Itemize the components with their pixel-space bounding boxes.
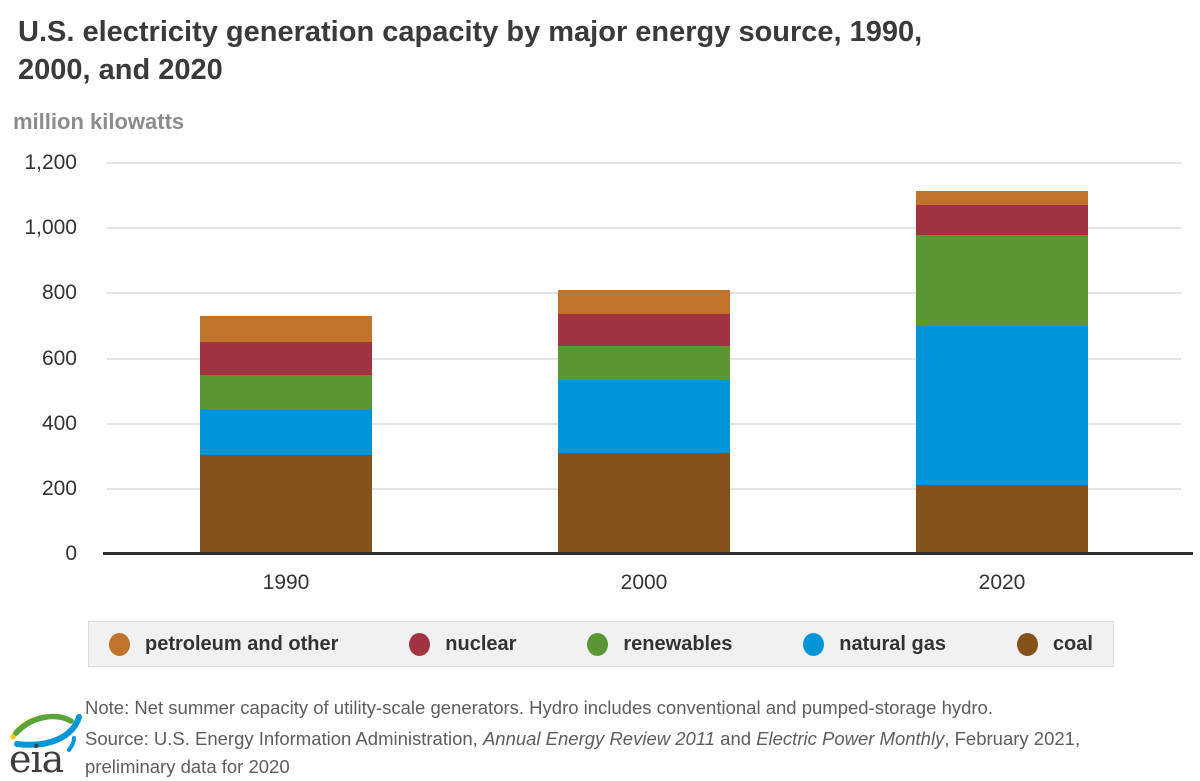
eia-logo-text: eia [9, 737, 64, 778]
legend-swatch-nuclear-icon [409, 632, 431, 656]
legend-item-natural-gas: natural gas [803, 632, 946, 656]
source-text-part-1: Annual Energy Review 2011 [482, 728, 716, 749]
legend-item-nuclear: nuclear [409, 632, 517, 656]
x-tick-label-1990: 1990 [262, 571, 310, 594]
source-text-part-2: and [715, 728, 757, 749]
gridline-1,200 [107, 162, 1181, 165]
legend-item-petroleum-and-other: petroleum and other [109, 632, 339, 656]
legend-label-renewables: renewables [623, 632, 733, 655]
legend-item-coal: coal [1016, 632, 1093, 656]
bar-segment-2020-petroleum-and-other [916, 190, 1088, 206]
legend-label-coal: coal [1052, 632, 1093, 655]
bar-segment-1990-renewables [200, 375, 372, 410]
bar-segment-2020-renewables [916, 235, 1088, 326]
source-text: Source: U.S. Energy Information Administ… [85, 725, 1195, 781]
bar-2000 [558, 163, 730, 554]
y-tick-label-200: 200 [41, 476, 77, 500]
bar-segment-1990-natural-gas [200, 409, 372, 455]
bar-segment-1990-nuclear [200, 342, 372, 376]
legend-swatch-petroleum-and-other-icon [109, 632, 130, 656]
legend-swatch-natural-gas-icon [803, 632, 825, 656]
chart-title: U.S. electricity generation capacity by … [18, 13, 922, 89]
x-tick-label-2000: 2000 [620, 571, 668, 594]
eia-logo-blue-tick [67, 736, 76, 752]
legend-swatch-renewables-icon [587, 632, 609, 656]
y-tick-label-1,000: 1,000 [24, 216, 77, 240]
note-text: Note: Net summer capacity of utility-sca… [85, 697, 993, 718]
bar-1990 [200, 163, 372, 554]
y-tick-label-1,200: 1,200 [24, 151, 77, 174]
eia-logo-blue-swoosh [14, 714, 82, 748]
plot-area: 1990 2000 2020 [103, 162, 1193, 594]
legend-label-nuclear: nuclear [445, 632, 517, 655]
bar-segment-2000-renewables [558, 345, 730, 380]
legend-swatch-coal-icon [1016, 632, 1038, 656]
source-text-part-6: preliminary data for 2020 [85, 756, 290, 777]
y-tick-label-0: 0 [65, 542, 77, 565]
bar-segment-2020-coal [916, 484, 1088, 554]
bar-segment-2000-petroleum-and-other [558, 290, 730, 314]
source-text-part-0: Source: U.S. Energy Information Administ… [85, 728, 483, 749]
y-axis-ticks: 0 200 400 600 800 1,000 1,200 [0, 151, 77, 565]
bar-segment-1990-petroleum-and-other [200, 316, 372, 343]
bar-segment-2020-nuclear [916, 205, 1088, 236]
legend-label-petroleum-and-other: petroleum and other [145, 632, 339, 655]
eia-logo: eia [9, 713, 82, 778]
legend-label-natural-gas: natural gas [839, 632, 946, 655]
chart-title-line-2: 2000, and 2020 [18, 54, 223, 86]
legend-item-renewables: renewables [587, 632, 733, 656]
source-text-part-4: , February 2021, [944, 728, 1081, 749]
y-axis-units-label: million kilowatts [13, 109, 185, 134]
bar-2020 [916, 163, 1088, 554]
x-axis-line [103, 552, 1193, 555]
y-tick-label-600: 600 [41, 346, 77, 370]
bar-segment-2020-natural-gas [916, 325, 1088, 485]
bar-segment-1990-coal [200, 454, 372, 554]
y-tick-label-400: 400 [41, 411, 77, 435]
x-tick-label-2020: 2020 [978, 571, 1026, 594]
bar-segment-2000-natural-gas [558, 379, 730, 453]
bar-segment-2000-nuclear [558, 313, 730, 346]
chart-title-line-1: U.S. electricity generation capacity by … [18, 16, 923, 48]
eia-logo-green-swoosh [13, 713, 74, 736]
gridline-1,000 [107, 227, 1181, 230]
legend: petroleum and other nuclear renewables natu… [88, 621, 1114, 667]
bar-segment-2000-coal [558, 453, 730, 554]
y-tick-label-800: 800 [41, 281, 77, 305]
source-text-part-3: Electric Power Monthly [756, 728, 945, 749]
